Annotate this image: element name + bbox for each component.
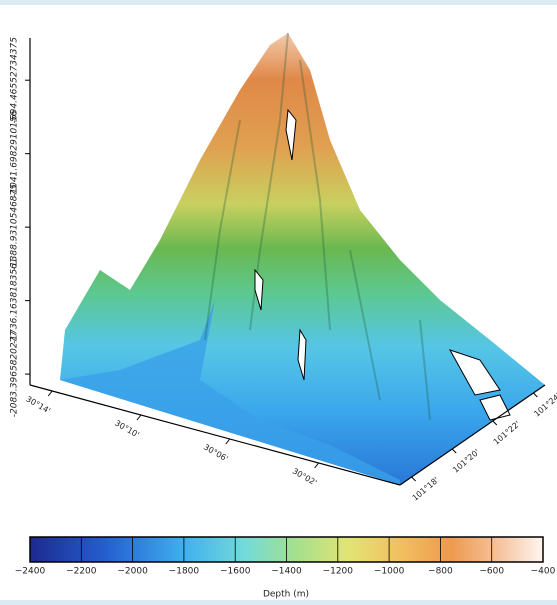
lat-tick <box>225 438 231 445</box>
data-holes <box>254 108 511 421</box>
terrain-surface <box>60 33 545 485</box>
lon-tick-label: 101°22' <box>492 419 522 446</box>
colorbar-tick-label: −1200 <box>323 567 354 577</box>
colorbar-tick-label: −1600 <box>220 567 251 577</box>
lat-tick <box>136 414 142 421</box>
lon-tick <box>533 392 538 398</box>
terrain-ridges <box>204 32 431 421</box>
lat-tick-label: 30°02' <box>291 466 319 487</box>
bottom-strip <box>0 600 557 605</box>
colorbar-tick-label: −2400 <box>15 567 46 577</box>
lat-tick <box>314 462 319 469</box>
top-strip <box>0 0 557 5</box>
terrain-front <box>60 300 400 485</box>
z-tick-label: -1388.9310546875 <box>10 184 20 271</box>
colorbar-tick-label: −800 <box>428 567 453 577</box>
colorbar-tick-label: −1400 <box>271 567 302 577</box>
z-tick-label: -694.46552734375 <box>10 37 20 124</box>
colorbar-tick-label: −400 <box>531 567 556 577</box>
lon-tick-label: 101°20' <box>451 447 481 474</box>
lat-tick-label: 30°06' <box>202 442 230 463</box>
lon-axis <box>399 384 546 486</box>
lon-tick-label: 101°18' <box>411 475 441 502</box>
lon-tick <box>492 420 498 426</box>
colorbar-tick-label: −600 <box>479 567 504 577</box>
lat-tick-label: 30°10' <box>113 418 141 439</box>
lat-tick-label: 30°14' <box>24 394 52 415</box>
z-tick-label: -2083.3965820277 <box>10 331 20 418</box>
lon-tick <box>451 448 457 454</box>
lat-tick <box>47 390 53 397</box>
colorbar-tick-label: −2200 <box>66 567 97 577</box>
lon-tick <box>411 476 416 482</box>
z-tick-label: -1736.1638183561 <box>10 257 20 343</box>
colorbar-tick-label: −1800 <box>169 567 200 577</box>
lat-axis <box>29 384 401 486</box>
colorbar-tick-label: −2000 <box>117 567 148 577</box>
colorbar-label: Depth (m) <box>263 590 309 600</box>
colorbar-tick-label: −1000 <box>374 567 405 577</box>
z-tick-label: -1041.6982910156 <box>10 110 20 197</box>
